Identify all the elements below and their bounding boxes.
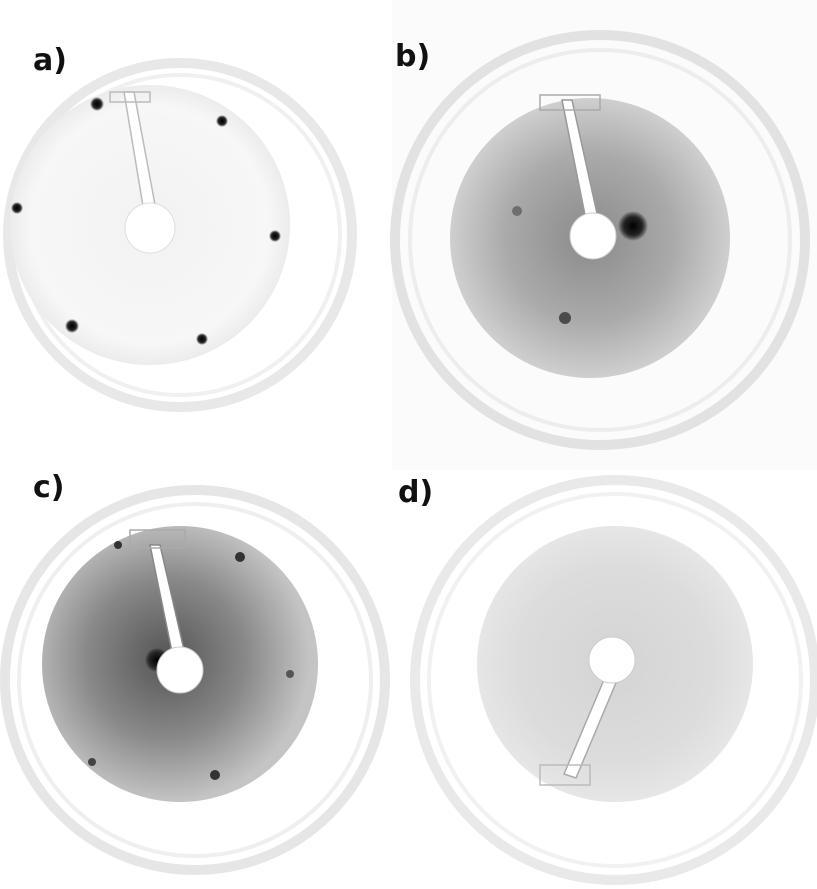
spot [235,552,245,562]
spot [11,202,23,214]
panel-a: a) [3,43,357,412]
diffraction-spots [11,97,281,345]
spot [269,230,281,242]
panel-label: a) [33,43,67,78]
panel-d: d) [398,475,817,885]
spot [618,211,648,241]
screen-ring [427,492,803,868]
electron-gun [588,636,636,684]
spot [559,312,571,324]
panel-c: c) [0,470,390,875]
spot [286,670,294,678]
gun-holder [109,91,151,103]
diffraction-spots [512,206,648,324]
electron-gun [569,212,617,260]
panel-b: b) [390,0,817,470]
screen-ring [17,502,373,858]
spot [210,770,220,780]
screen-ring [390,30,810,450]
spot [88,758,96,766]
spot [114,541,122,549]
electron-gun [124,202,176,254]
gun-holder [129,529,186,549]
spot [216,115,228,127]
gun-holder [539,764,591,786]
screen-ring [0,485,390,875]
electron-gun [156,646,204,694]
spot [512,206,522,216]
spot [65,319,79,333]
screen-ring [410,475,817,885]
spot [90,97,104,111]
panel-label: b) [395,39,430,74]
panel-label: c) [33,470,65,505]
gun-holder [539,94,601,111]
panel-label: d) [398,475,433,510]
screen-ring [408,48,792,432]
screen-ring [3,58,357,412]
spot [196,333,208,345]
